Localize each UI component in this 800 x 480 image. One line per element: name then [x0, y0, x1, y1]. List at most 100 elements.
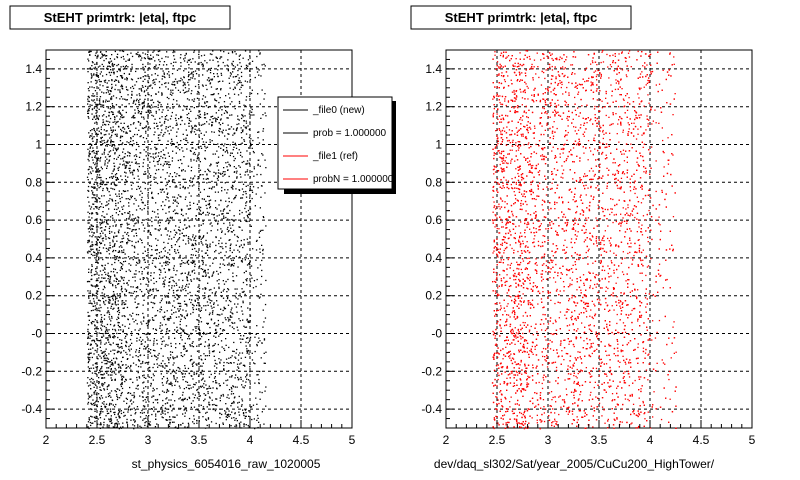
scatter-point — [237, 303, 239, 305]
scatter-point — [101, 402, 104, 404]
scatter-point — [116, 278, 118, 280]
scatter-point — [204, 271, 206, 273]
scatter-point — [141, 391, 143, 393]
scatter-point — [246, 350, 248, 352]
scatter-point — [136, 235, 138, 237]
scatter-point — [247, 342, 249, 344]
scatter-point — [180, 372, 183, 374]
scatter-point — [99, 252, 102, 254]
scatter-point — [173, 378, 175, 380]
scatter-point — [257, 131, 259, 133]
scatter-point — [221, 413, 223, 416]
scatter-point — [123, 128, 126, 130]
scatter-point — [171, 143, 174, 145]
scatter-point — [95, 366, 97, 368]
scatter-point — [86, 68, 89, 70]
scatter-point — [91, 285, 93, 287]
scatter-point — [184, 426, 186, 428]
scatter-point — [153, 354, 156, 357]
scatter-point — [240, 132, 242, 134]
scatter-point — [226, 166, 228, 168]
scatter-point — [178, 310, 180, 312]
scatter-point — [147, 192, 149, 194]
scatter-point — [153, 122, 155, 124]
scatter-point — [118, 69, 120, 71]
scatter-point — [192, 58, 194, 60]
scatter-point — [119, 366, 122, 368]
scatter-point — [217, 343, 219, 346]
scatter-point — [133, 395, 136, 398]
scatter-point — [206, 70, 208, 72]
scatter-point — [192, 141, 194, 143]
scatter-point — [120, 385, 123, 388]
scatter-point — [178, 316, 180, 318]
scatter-point — [131, 94, 133, 96]
scatter-point — [176, 414, 178, 416]
scatter-point — [105, 120, 108, 122]
scatter-point — [92, 203, 94, 205]
scatter-point — [95, 200, 98, 202]
scatter-point — [135, 296, 137, 298]
scatter-point — [245, 190, 247, 193]
scatter-point — [164, 403, 167, 405]
scatter-point — [157, 106, 159, 109]
scatter-point — [118, 166, 120, 168]
scatter-point — [162, 64, 165, 66]
scatter-point — [215, 257, 217, 259]
scatter-point — [93, 107, 95, 109]
scatter-point — [110, 295, 113, 298]
scatter-point — [256, 71, 259, 73]
scatter-point — [196, 129, 198, 131]
scatter-point — [139, 98, 141, 100]
scatter-point — [190, 132, 192, 134]
scatter-point — [136, 376, 138, 379]
scatter-point — [116, 358, 118, 360]
scatter-point — [130, 69, 132, 71]
scatter-point — [147, 222, 149, 224]
scatter-point — [191, 147, 193, 149]
scatter-point — [114, 200, 117, 202]
scatter-point — [208, 401, 210, 403]
scatter-point — [190, 125, 193, 127]
scatter-point — [99, 84, 101, 86]
scatter-point — [97, 117, 99, 119]
scatter-point — [175, 330, 178, 332]
scatter-point — [88, 152, 90, 154]
scatter-point — [203, 386, 205, 389]
scatter-point — [106, 370, 108, 373]
scatter-point — [147, 203, 149, 205]
scatter-point — [249, 197, 251, 199]
scatter-point — [186, 279, 188, 281]
scatter-point — [248, 321, 250, 324]
scatter-point — [130, 87, 132, 89]
scatter-point — [107, 395, 110, 398]
scatter-point — [195, 215, 197, 217]
scatter-point — [101, 377, 103, 379]
scatter-point — [233, 93, 236, 95]
scatter-point — [121, 364, 124, 366]
scatter-point — [160, 191, 162, 193]
scatter-point — [216, 215, 218, 217]
scatter-point — [106, 220, 108, 222]
scatter-point — [89, 182, 91, 184]
scatter-point — [195, 240, 197, 242]
scatter-point — [153, 127, 156, 129]
scatter-point — [250, 144, 252, 147]
scatter-point — [230, 263, 232, 266]
scatter-point — [192, 362, 194, 364]
scatter-point — [182, 169, 184, 171]
scatter-point — [105, 133, 107, 136]
scatter-point — [121, 114, 123, 117]
scatter-point — [148, 401, 150, 403]
scatter-point — [129, 338, 132, 341]
scatter-point — [127, 190, 129, 192]
scatter-point — [91, 212, 93, 214]
scatter-point — [223, 112, 226, 114]
scatter-point — [104, 110, 106, 112]
scatter-point — [236, 64, 239, 66]
scatter-point — [213, 303, 215, 305]
scatter-point — [179, 195, 181, 198]
scatter-point — [139, 54, 141, 56]
scatter-point — [140, 111, 143, 113]
scatter-point — [240, 127, 242, 129]
